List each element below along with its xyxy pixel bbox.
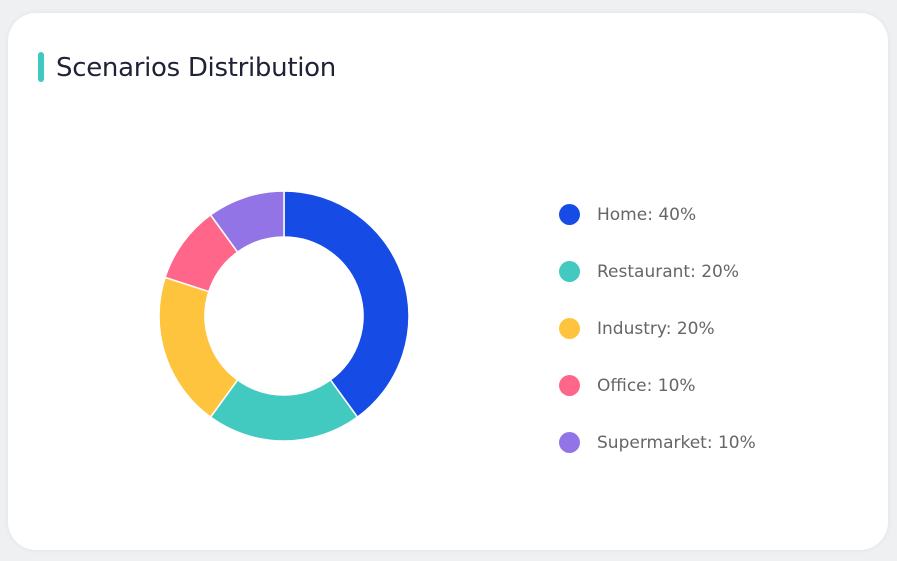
legend-item-supermarket[interactable]: Supermarket: 10% (559, 414, 756, 471)
legend-dot-icon (559, 261, 580, 282)
chart-card: Scenarios Distribution (8, 13, 888, 550)
legend-dot-icon (559, 432, 580, 453)
legend-item-restaurant[interactable]: Restaurant: 20% (559, 243, 756, 300)
legend-dot-icon (559, 204, 580, 225)
donut-slice-restaurant[interactable] (209, 378, 359, 442)
legend-label: Office: 10% (597, 375, 696, 396)
title-accent-bar (38, 52, 44, 82)
chart-legend: Home: 40% Restaurant: 20% Industry: 20% Off… (559, 186, 756, 471)
legend-label: Supermarket: 10% (597, 432, 756, 453)
legend-dot-icon (559, 375, 580, 396)
donut-slice-home[interactable] (283, 190, 410, 419)
legend-label: Industry: 20% (597, 318, 715, 339)
donut-slice-industry[interactable] (158, 276, 239, 419)
legend-item-industry[interactable]: Industry: 20% (559, 300, 756, 357)
legend-label: Restaurant: 20% (597, 261, 739, 282)
legend-item-home[interactable]: Home: 40% (559, 186, 756, 243)
donut-slice-supermarket[interactable] (209, 190, 285, 254)
card-title: Scenarios Distribution (56, 53, 336, 83)
legend-dot-icon (559, 318, 580, 339)
legend-item-office[interactable]: Office: 10% (559, 357, 756, 414)
legend-label: Home: 40% (597, 204, 697, 225)
